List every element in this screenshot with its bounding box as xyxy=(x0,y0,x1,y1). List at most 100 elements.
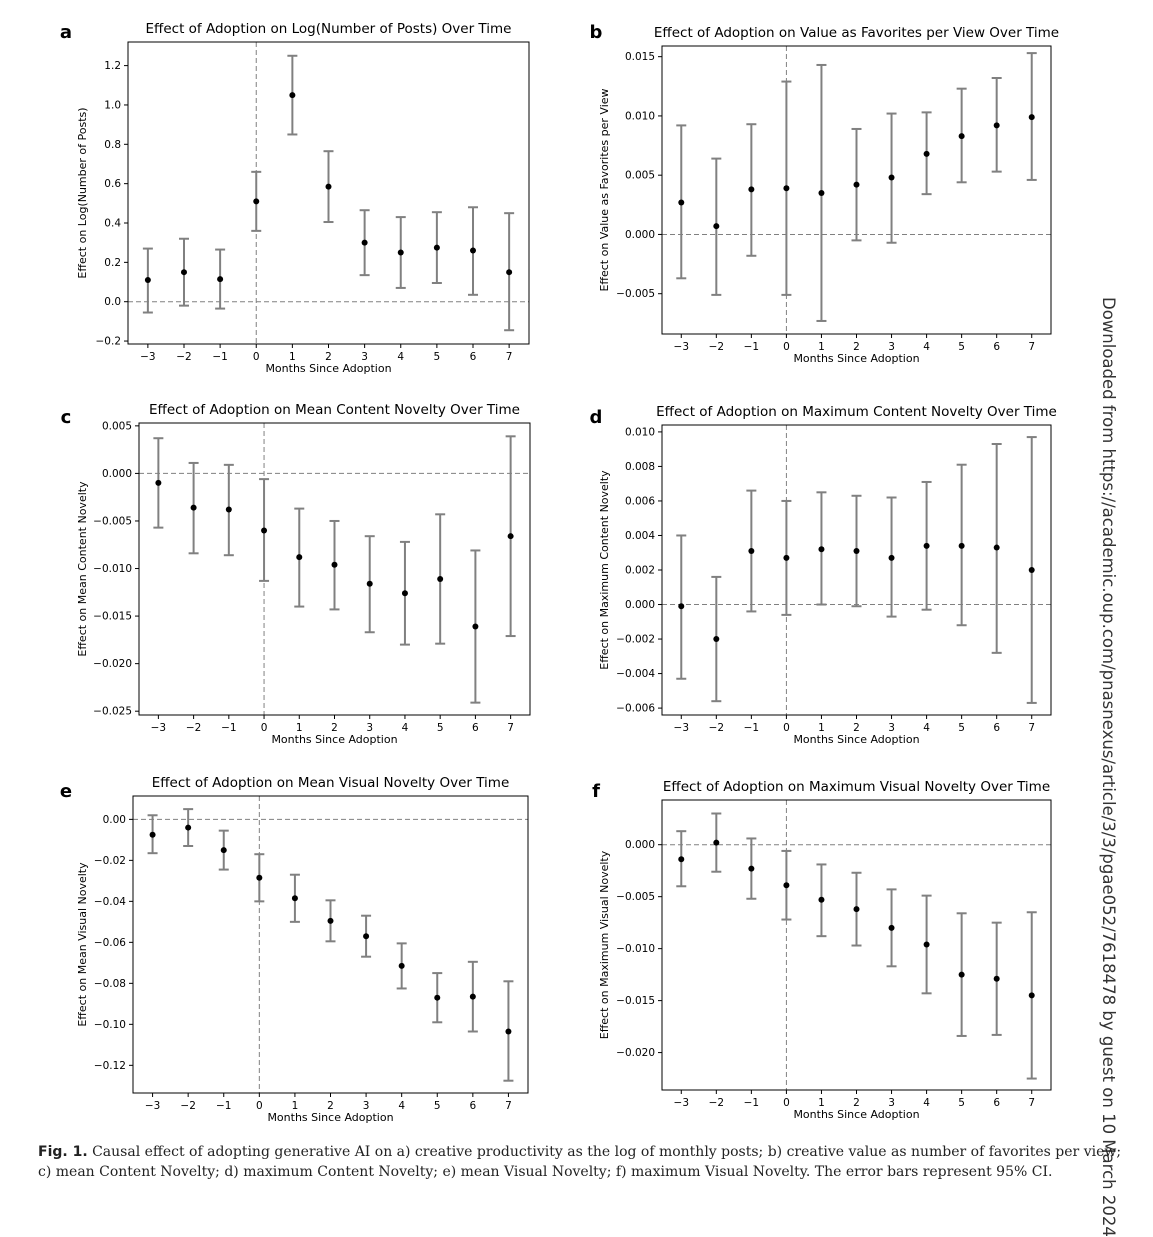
panel-letter: a xyxy=(60,22,72,43)
y-tick-label: 0.005 xyxy=(102,420,132,432)
plot-frame xyxy=(132,795,529,1094)
data-point xyxy=(1028,114,1035,121)
panel-e: e Effect of Adoption on Mean Visual Novel… xyxy=(60,775,529,1124)
x-tick-label: 2 xyxy=(325,351,332,363)
data-point xyxy=(261,527,268,534)
x-tick-label: 3 xyxy=(888,722,895,734)
y-axis-label: Effect on Log(Number of Posts) xyxy=(76,107,89,278)
y-tick-label: −0.010 xyxy=(616,943,655,955)
y-axis-label: Effect on Maximum Content Novelty xyxy=(598,470,611,670)
chart-title: Effect of Adoption on Log(Number of Post… xyxy=(146,21,512,37)
data-point xyxy=(256,874,263,881)
data-point xyxy=(434,994,441,1001)
data-point xyxy=(289,92,296,99)
download-note: Downloaded from https://academic.oup.com… xyxy=(1099,297,1118,1237)
x-tick-label: 7 xyxy=(506,351,513,363)
data-point xyxy=(783,882,790,889)
x-tick-label: −3 xyxy=(674,1097,689,1109)
data-point xyxy=(958,133,965,140)
x-tick-label: 3 xyxy=(363,1100,370,1112)
data-point xyxy=(678,856,685,863)
x-tick-label: −2 xyxy=(709,341,724,353)
y-tick-label: 0.000 xyxy=(102,468,132,480)
y-tick-label: 0.8 xyxy=(104,139,121,151)
data-point xyxy=(505,1028,512,1035)
y-tick-label: −0.010 xyxy=(93,563,132,575)
x-axis-label: Months Since Adoption xyxy=(265,362,391,375)
y-tick-label: −0.005 xyxy=(616,288,655,300)
data-point xyxy=(993,975,1000,982)
y-axis-label: Effect on Maximum Visual Novelty xyxy=(598,850,611,1039)
y-tick-label: −0.04 xyxy=(94,896,126,908)
x-axis-label: Months Since Adoption xyxy=(793,733,919,746)
y-tick-label: 0.0 xyxy=(104,296,121,308)
chart-title: Effect of Adoption on Value as Favorites… xyxy=(654,25,1059,41)
x-tick-label: 7 xyxy=(1028,341,1035,353)
data-point xyxy=(748,865,755,872)
y-tick-label: 0.010 xyxy=(625,110,655,122)
x-tick-label: 2 xyxy=(327,1100,334,1112)
data-point xyxy=(818,546,825,553)
y-tick-label: 0.00 xyxy=(103,814,126,826)
y-tick-label: 1.0 xyxy=(104,99,121,111)
x-tick-label: 4 xyxy=(397,351,404,363)
chart-title: Effect of Adoption on Mean Content Novel… xyxy=(149,402,520,418)
data-point xyxy=(888,554,895,561)
y-tick-label: 0.4 xyxy=(104,218,121,230)
data-point xyxy=(958,971,965,978)
x-tick-label: 6 xyxy=(993,341,1000,353)
x-tick-label: −2 xyxy=(709,722,724,734)
caption-text: Causal effect of adopting generative AI … xyxy=(38,1144,1122,1180)
y-tick-label: 0.000 xyxy=(625,229,655,241)
y-tick-label: −0.020 xyxy=(93,658,132,670)
x-tick-label: −1 xyxy=(744,1097,759,1109)
data-point xyxy=(366,580,373,587)
x-tick-label: 5 xyxy=(958,1097,965,1109)
y-tick-label: 0.006 xyxy=(625,495,655,507)
x-tick-label: −1 xyxy=(744,341,759,353)
panel-letter: e xyxy=(60,781,72,802)
data-point xyxy=(853,181,860,188)
x-tick-label: 6 xyxy=(469,1100,476,1112)
x-tick-label: 4 xyxy=(402,722,409,734)
y-tick-label: 1.2 xyxy=(104,60,121,72)
x-tick-label: 5 xyxy=(434,351,441,363)
x-tick-label: 0 xyxy=(783,341,790,353)
x-tick-label: 3 xyxy=(366,722,373,734)
data-point xyxy=(713,223,720,230)
x-tick-label: 0 xyxy=(256,1100,263,1112)
x-tick-label: 4 xyxy=(923,722,930,734)
data-point xyxy=(296,554,303,561)
x-tick-label: 2 xyxy=(853,341,860,353)
chart-title: Effect of Adoption on Mean Visual Novelt… xyxy=(152,775,510,791)
x-tick-label: 2 xyxy=(331,722,338,734)
x-tick-label: 3 xyxy=(361,351,368,363)
x-tick-label: 7 xyxy=(505,1100,512,1112)
panel-letter: b xyxy=(590,22,603,43)
chart-title: Effect of Adoption on Maximum Content No… xyxy=(656,404,1057,420)
y-tick-label: −0.020 xyxy=(616,1047,655,1059)
x-axis-label: Months Since Adoption xyxy=(271,733,397,746)
data-point xyxy=(1028,992,1035,999)
x-tick-label: −3 xyxy=(151,722,166,734)
data-point xyxy=(678,199,685,206)
y-tick-label: −0.015 xyxy=(93,611,132,623)
y-tick-label: 0.010 xyxy=(625,426,655,438)
x-tick-label: 4 xyxy=(923,1097,930,1109)
data-point xyxy=(748,186,755,193)
panel-b: b Effect of Adoption on Value as Favorite… xyxy=(590,22,1060,365)
x-tick-label: 3 xyxy=(888,341,895,353)
data-point xyxy=(888,924,895,931)
x-tick-label: 5 xyxy=(958,341,965,353)
x-tick-label: −3 xyxy=(674,341,689,353)
data-point xyxy=(217,276,224,283)
data-point xyxy=(225,506,232,513)
data-point xyxy=(713,839,720,846)
data-point xyxy=(190,504,197,511)
data-point xyxy=(853,906,860,913)
data-point xyxy=(1028,567,1035,573)
data-point xyxy=(748,548,755,555)
x-tick-label: 0 xyxy=(783,1097,790,1109)
y-tick-label: 0.004 xyxy=(625,530,655,542)
y-tick-label: −0.10 xyxy=(94,1019,126,1031)
